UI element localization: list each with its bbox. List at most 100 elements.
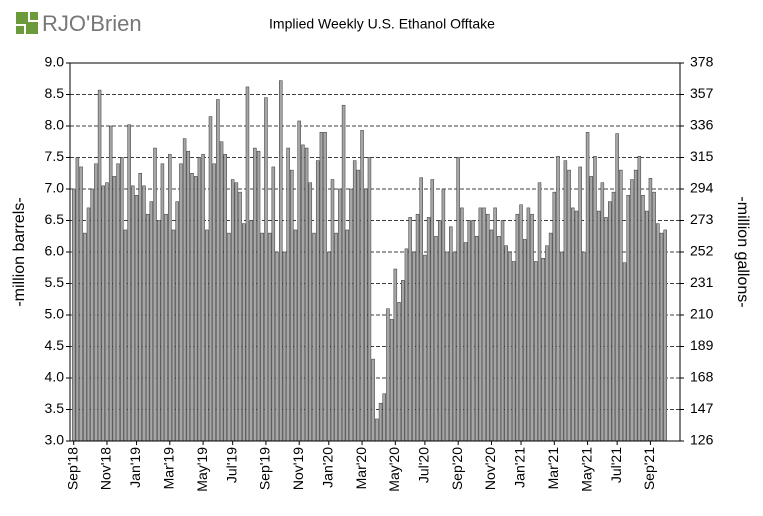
bar — [659, 232, 664, 442]
bar — [327, 251, 331, 442]
bar — [293, 229, 298, 442]
y-tick-label: 9.0 — [45, 54, 65, 70]
bar — [467, 220, 472, 442]
bar — [489, 229, 494, 442]
y2-tick-label: 336 — [690, 117, 714, 133]
bar — [537, 182, 542, 442]
y-tick-label: 7.5 — [45, 148, 65, 164]
y2-tick-label: 252 — [690, 243, 714, 259]
y-tick-label: 4.5 — [45, 337, 65, 353]
chart-title: Implied Weekly U.S. Ethanol Offtake — [269, 16, 495, 32]
bar — [478, 207, 483, 442]
bar — [663, 229, 667, 442]
x-tick-label: Mar'19 — [161, 447, 177, 490]
bar — [120, 157, 124, 442]
bar — [437, 220, 442, 442]
bar — [179, 163, 183, 442]
bar — [378, 402, 383, 442]
bar — [160, 163, 165, 442]
y2-tick-label: 378 — [690, 54, 714, 70]
bar — [245, 86, 250, 442]
bar — [596, 210, 601, 442]
y2-tick-label: 147 — [690, 400, 714, 416]
x-tick-label: Jan'21 — [512, 447, 528, 488]
bar — [149, 201, 154, 442]
x-tick-label: Sep'20 — [449, 447, 465, 490]
bar — [186, 150, 191, 442]
bar — [515, 213, 520, 442]
bar — [71, 188, 76, 442]
y2-axis-label: -million gallons- — [734, 196, 751, 307]
bar — [290, 169, 294, 442]
bar — [530, 213, 534, 442]
bar — [242, 223, 246, 442]
bar — [315, 160, 320, 442]
bar — [534, 261, 538, 442]
bar — [134, 195, 139, 442]
bar — [582, 251, 586, 442]
bar — [567, 169, 571, 442]
y-tick-label: 5.5 — [45, 274, 65, 290]
bar — [382, 393, 386, 442]
y-tick-label: 3.5 — [45, 400, 65, 416]
bar — [656, 223, 660, 442]
bar — [308, 182, 313, 442]
y-tick-label: 6.5 — [45, 211, 65, 227]
bar — [511, 261, 516, 442]
x-tick-label: Jul'19 — [223, 447, 239, 483]
bar — [105, 182, 109, 442]
bar — [349, 188, 353, 442]
x-tick-label: Sep'19 — [257, 447, 273, 490]
bar — [219, 141, 224, 442]
x-tick-label: Mar'20 — [353, 447, 369, 490]
bar — [304, 147, 309, 442]
bar — [559, 251, 564, 442]
bar — [482, 207, 486, 442]
x-tick-label: Mar'21 — [545, 447, 561, 490]
bar — [393, 268, 398, 442]
x-tick-label: Sep'21 — [641, 447, 657, 490]
bar — [323, 132, 327, 442]
bar — [426, 217, 431, 442]
y2-tick-label: 273 — [690, 211, 714, 227]
bar — [205, 229, 209, 442]
bar — [352, 160, 357, 442]
bar — [138, 173, 142, 442]
bar — [171, 229, 176, 442]
bar — [600, 182, 605, 442]
bar — [164, 213, 168, 442]
x-tick-label: Jan'19 — [127, 447, 143, 488]
bar — [190, 173, 194, 442]
bar — [622, 262, 627, 442]
x-tick-label: Sep'18 — [64, 447, 80, 490]
bar — [286, 147, 290, 442]
bar — [648, 178, 653, 442]
bar — [604, 217, 608, 442]
bar — [75, 157, 80, 442]
y-tick-label: 8.5 — [45, 85, 65, 101]
logo-icon — [16, 12, 38, 34]
bar — [238, 191, 242, 442]
bar — [142, 185, 146, 442]
bar — [641, 195, 645, 442]
bar — [463, 242, 468, 442]
bar — [619, 169, 623, 442]
bar — [156, 220, 161, 442]
bar — [175, 201, 179, 442]
bar — [585, 132, 590, 442]
bar — [423, 254, 427, 442]
bar — [79, 166, 83, 442]
bar — [275, 251, 279, 442]
bar — [168, 154, 172, 442]
x-tick-label: Jul'20 — [416, 447, 432, 483]
bar — [234, 182, 239, 442]
bar — [445, 251, 449, 442]
bar — [197, 157, 202, 442]
bar — [652, 191, 656, 442]
x-tick-label: Nov'20 — [482, 447, 498, 490]
y2-tick-label: 357 — [690, 85, 714, 101]
bar — [256, 150, 261, 442]
y2-tick-label: 189 — [690, 337, 714, 353]
bar — [297, 120, 301, 442]
